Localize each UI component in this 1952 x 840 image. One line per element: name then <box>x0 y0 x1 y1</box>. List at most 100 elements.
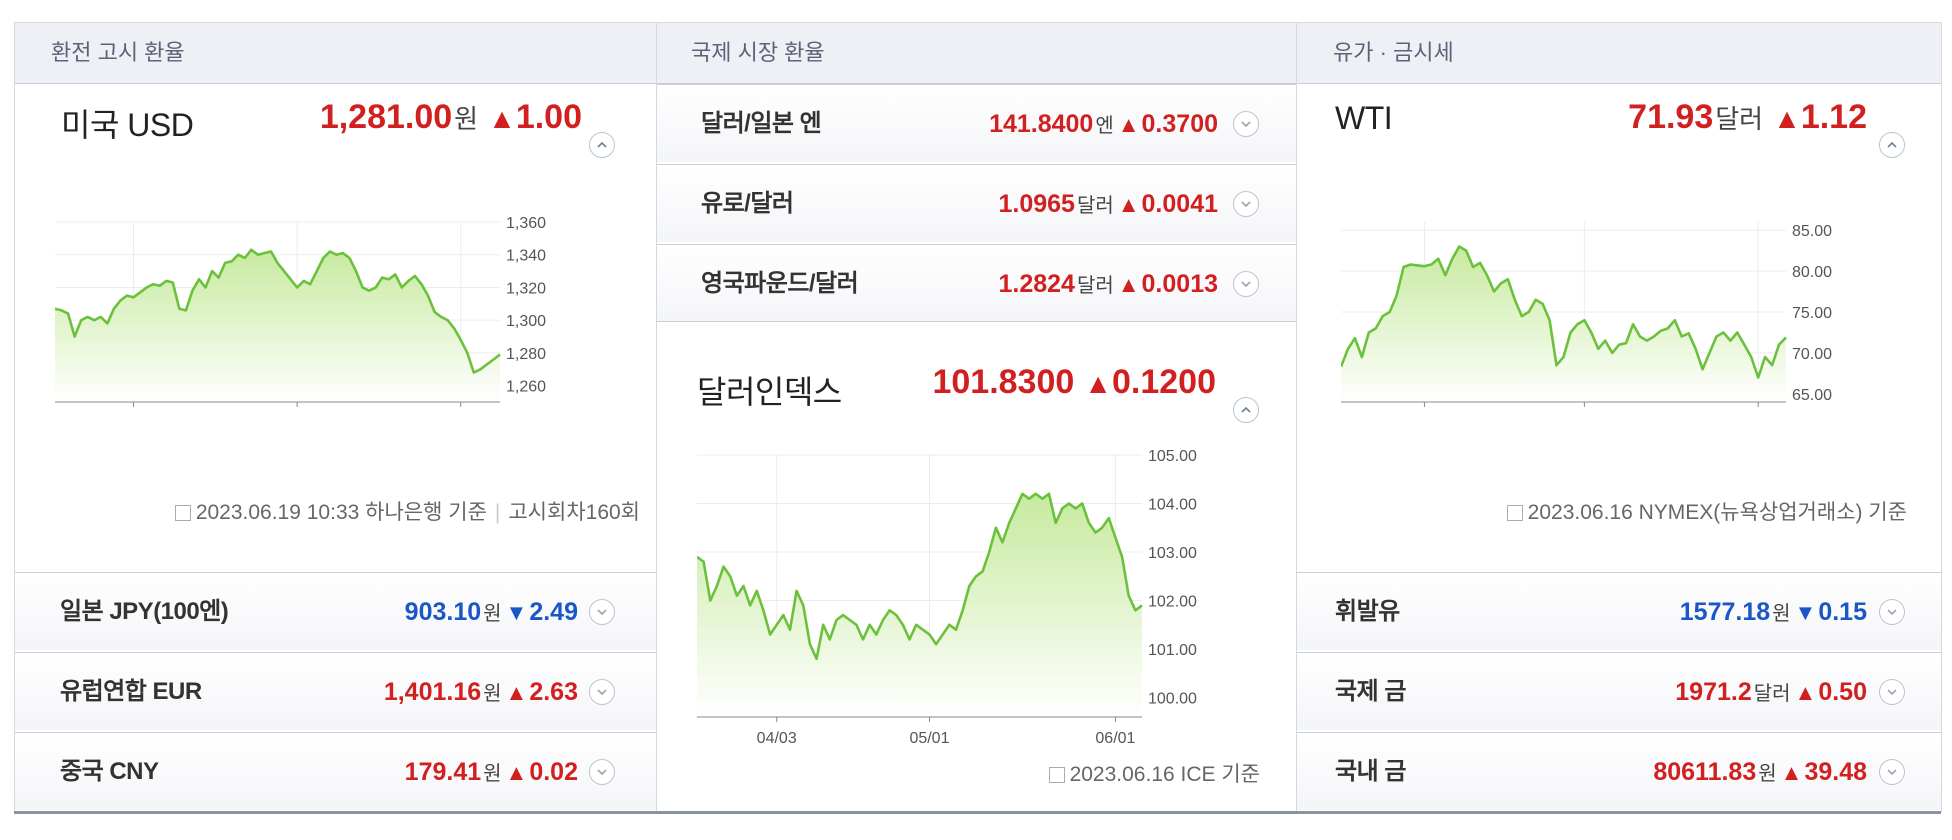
up-arrow-icon: ▲ <box>1794 680 1817 705</box>
chevron-up-icon <box>1241 406 1251 413</box>
row-eur[interactable]: 유럽연합 EUR 1,401.16 원 ▲2.63 <box>15 652 656 730</box>
usd-rate: 1,281.00 <box>319 98 453 136</box>
row-value: 141.8400 엔 ▲0.3700 <box>989 110 1218 138</box>
row-value: 903.10 원 ▼2.49 <box>404 598 578 626</box>
row-usd-jpy[interactable]: 달러/일본 엔 141.8400 엔 ▲0.3700 <box>657 84 1296 162</box>
y-tick-label: 1,280 <box>506 346 546 363</box>
row-label: 일본 JPY(100엔) <box>60 598 229 625</box>
up-arrow-icon: ▲ <box>1117 272 1140 297</box>
expand-jpy-button[interactable] <box>589 599 615 625</box>
document-icon <box>1506 505 1523 521</box>
series-line <box>697 492 1143 661</box>
y-tick-label: 1,360 <box>506 215 546 232</box>
expand-gbp-usd-button[interactable] <box>1233 271 1259 297</box>
expand-cny-button[interactable] <box>589 759 615 785</box>
down-arrow-icon: ▼ <box>505 600 528 625</box>
up-arrow-icon: ▲ <box>505 680 528 705</box>
row-gbp-usd[interactable]: 영국파운드/달러 1.2824 달러 ▲0.0013 <box>657 244 1296 322</box>
expand-eur-usd-button[interactable] <box>1233 191 1259 217</box>
y-tick-label: 1,300 <box>506 313 546 330</box>
y-tick-label: 1,260 <box>506 379 546 396</box>
column-header-international-market: 국제 시장 환율 <box>657 22 1296 84</box>
wti-source: 2023.06.16 NYMEX(뉴욕상업거래소) 기준 <box>1506 496 1907 526</box>
column-international-market: 국제 시장 환율 달러/일본 엔 141.8400 엔 ▲0.3700 유로/달러 … <box>656 22 1296 812</box>
dollar-index-value: 101.8300 ▲0.1200 <box>932 363 1216 402</box>
dollar-index-title: 달러인덱스 <box>697 374 842 410</box>
chevron-up-icon <box>597 141 607 148</box>
expand-domestic-gold-button[interactable] <box>1879 759 1905 785</box>
wti-change: 1.12 <box>1800 98 1867 136</box>
row-domestic-gold[interactable]: 국내 금 80611.83 원 ▲39.48 <box>1297 732 1941 810</box>
chevron-down-icon <box>597 769 607 776</box>
y-tick-label: 1,340 <box>506 248 546 265</box>
row-intl-gold[interactable]: 국제 금 1971.2 달러 ▲0.50 <box>1297 652 1941 730</box>
chevron-up-icon <box>1887 141 1897 148</box>
x-tick-label: 06/01 <box>1095 730 1135 747</box>
chevron-down-icon <box>1241 281 1251 288</box>
y-tick-label: 103.00 <box>1148 545 1197 562</box>
row-label: 국내 금 <box>1335 758 1406 785</box>
row-jpy[interactable]: 일본 JPY(100엔) 903.10 원 ▼2.49 <box>15 572 656 650</box>
area-fill <box>55 249 500 402</box>
wti-rate: 71.93 <box>1628 98 1714 136</box>
up-arrow-icon: ▲ <box>1773 103 1801 134</box>
dollar-index-source: 2023.06.16 ICE 기준 <box>1048 758 1260 788</box>
usd-change: 1.00 <box>515 98 582 136</box>
x-tick-label: 05/01 <box>909 730 949 747</box>
row-label: 유럽연합 EUR <box>60 678 202 705</box>
y-tick-label: 1,320 <box>506 280 546 297</box>
y-tick-label: 65.00 <box>1792 387 1832 404</box>
y-tick-label: 102.00 <box>1148 594 1197 611</box>
up-arrow-icon: ▲ <box>1117 192 1140 217</box>
chevron-down-icon <box>1241 121 1251 128</box>
row-gasoline[interactable]: 휘발유 1577.18 원 ▼0.15 <box>1297 572 1941 650</box>
up-arrow-icon: ▲ <box>1084 368 1112 399</box>
wti-unit: 달러 <box>1715 104 1764 134</box>
expand-gasoline-button[interactable] <box>1879 599 1905 625</box>
collapse-wti-button[interactable] <box>1879 132 1905 158</box>
row-cny[interactable]: 중국 CNY 179.41 원 ▲0.02 <box>15 732 656 810</box>
row-label: 국제 금 <box>1335 678 1406 705</box>
collapse-usd-button[interactable] <box>589 132 615 158</box>
expand-eur-button[interactable] <box>589 679 615 705</box>
document-icon <box>1048 767 1065 783</box>
row-value: 1577.18 원 ▼0.15 <box>1679 598 1867 626</box>
expand-usd-jpy-button[interactable] <box>1233 111 1259 137</box>
usd-value: 1,281.00원 ▲1.00 <box>320 98 582 137</box>
collapse-dollar-index-button[interactable] <box>1233 397 1259 423</box>
wti-value: 71.93달러 ▲1.12 <box>1628 98 1867 137</box>
row-label: 유로/달러 <box>701 190 794 217</box>
column-header-exchange-posted: 환전 고시 환율 <box>15 22 656 84</box>
x-tick-label: 04/03 <box>757 730 797 747</box>
chevron-down-icon <box>1241 201 1251 208</box>
area-fill <box>1341 246 1786 402</box>
row-label: 중국 CNY <box>60 758 159 785</box>
up-arrow-icon: ▲ <box>1780 760 1803 785</box>
row-value: 1,401.16 원 ▲2.63 <box>383 678 578 706</box>
dollar-index-rate: 101.8300 <box>932 363 1075 401</box>
usd-unit: 원 <box>454 104 479 134</box>
series-line <box>55 248 501 374</box>
chevron-down-icon <box>1887 689 1897 696</box>
usd-chart: 1,3601,3401,3201,3001,2801,26004/0305/02… <box>55 215 546 407</box>
down-arrow-icon: ▼ <box>1794 600 1817 625</box>
row-eur-usd[interactable]: 유로/달러 1.0965 달러 ▲0.0041 <box>657 164 1296 242</box>
dollar-index-chart: 105.00 104.00 103.00 102.00 101.00 100.00 04/0… <box>697 448 1197 747</box>
bottom-border <box>14 811 1941 814</box>
expand-intl-gold-button[interactable] <box>1879 679 1905 705</box>
row-value: 1.2824 달러 ▲0.0013 <box>998 270 1218 298</box>
usd-title: 미국 USD <box>61 107 194 143</box>
row-value: 1971.2 달러 ▲0.50 <box>1675 678 1867 706</box>
column-oil-gold: 유가 · 금시세 WTI 71.93달러 ▲1.12 85.00 80.00 75.0… <box>1296 22 1942 812</box>
y-tick-label: 85.00 <box>1792 223 1832 240</box>
up-arrow-icon: ▲ <box>1117 112 1140 137</box>
area-fill <box>697 493 1142 717</box>
column-exchange-posted: 환전 고시 환율 미국 USD 1,281.00원 ▲ 1.00 1,360 1,34… <box>14 22 656 812</box>
usd-source: 2023.06.19 10:33 하나은행 기준 | 고시회차160회 <box>174 496 640 526</box>
row-label: 휘발유 <box>1335 598 1400 625</box>
y-tick-label: 80.00 <box>1792 264 1832 281</box>
exchange-rate-widget: 환전 고시 환율 미국 USD 1,281.00원 ▲ 1.00 1,360 1,34… <box>14 22 1942 816</box>
dollar-index-change: 0.1200 <box>1112 363 1216 401</box>
chevron-down-icon <box>597 609 607 616</box>
